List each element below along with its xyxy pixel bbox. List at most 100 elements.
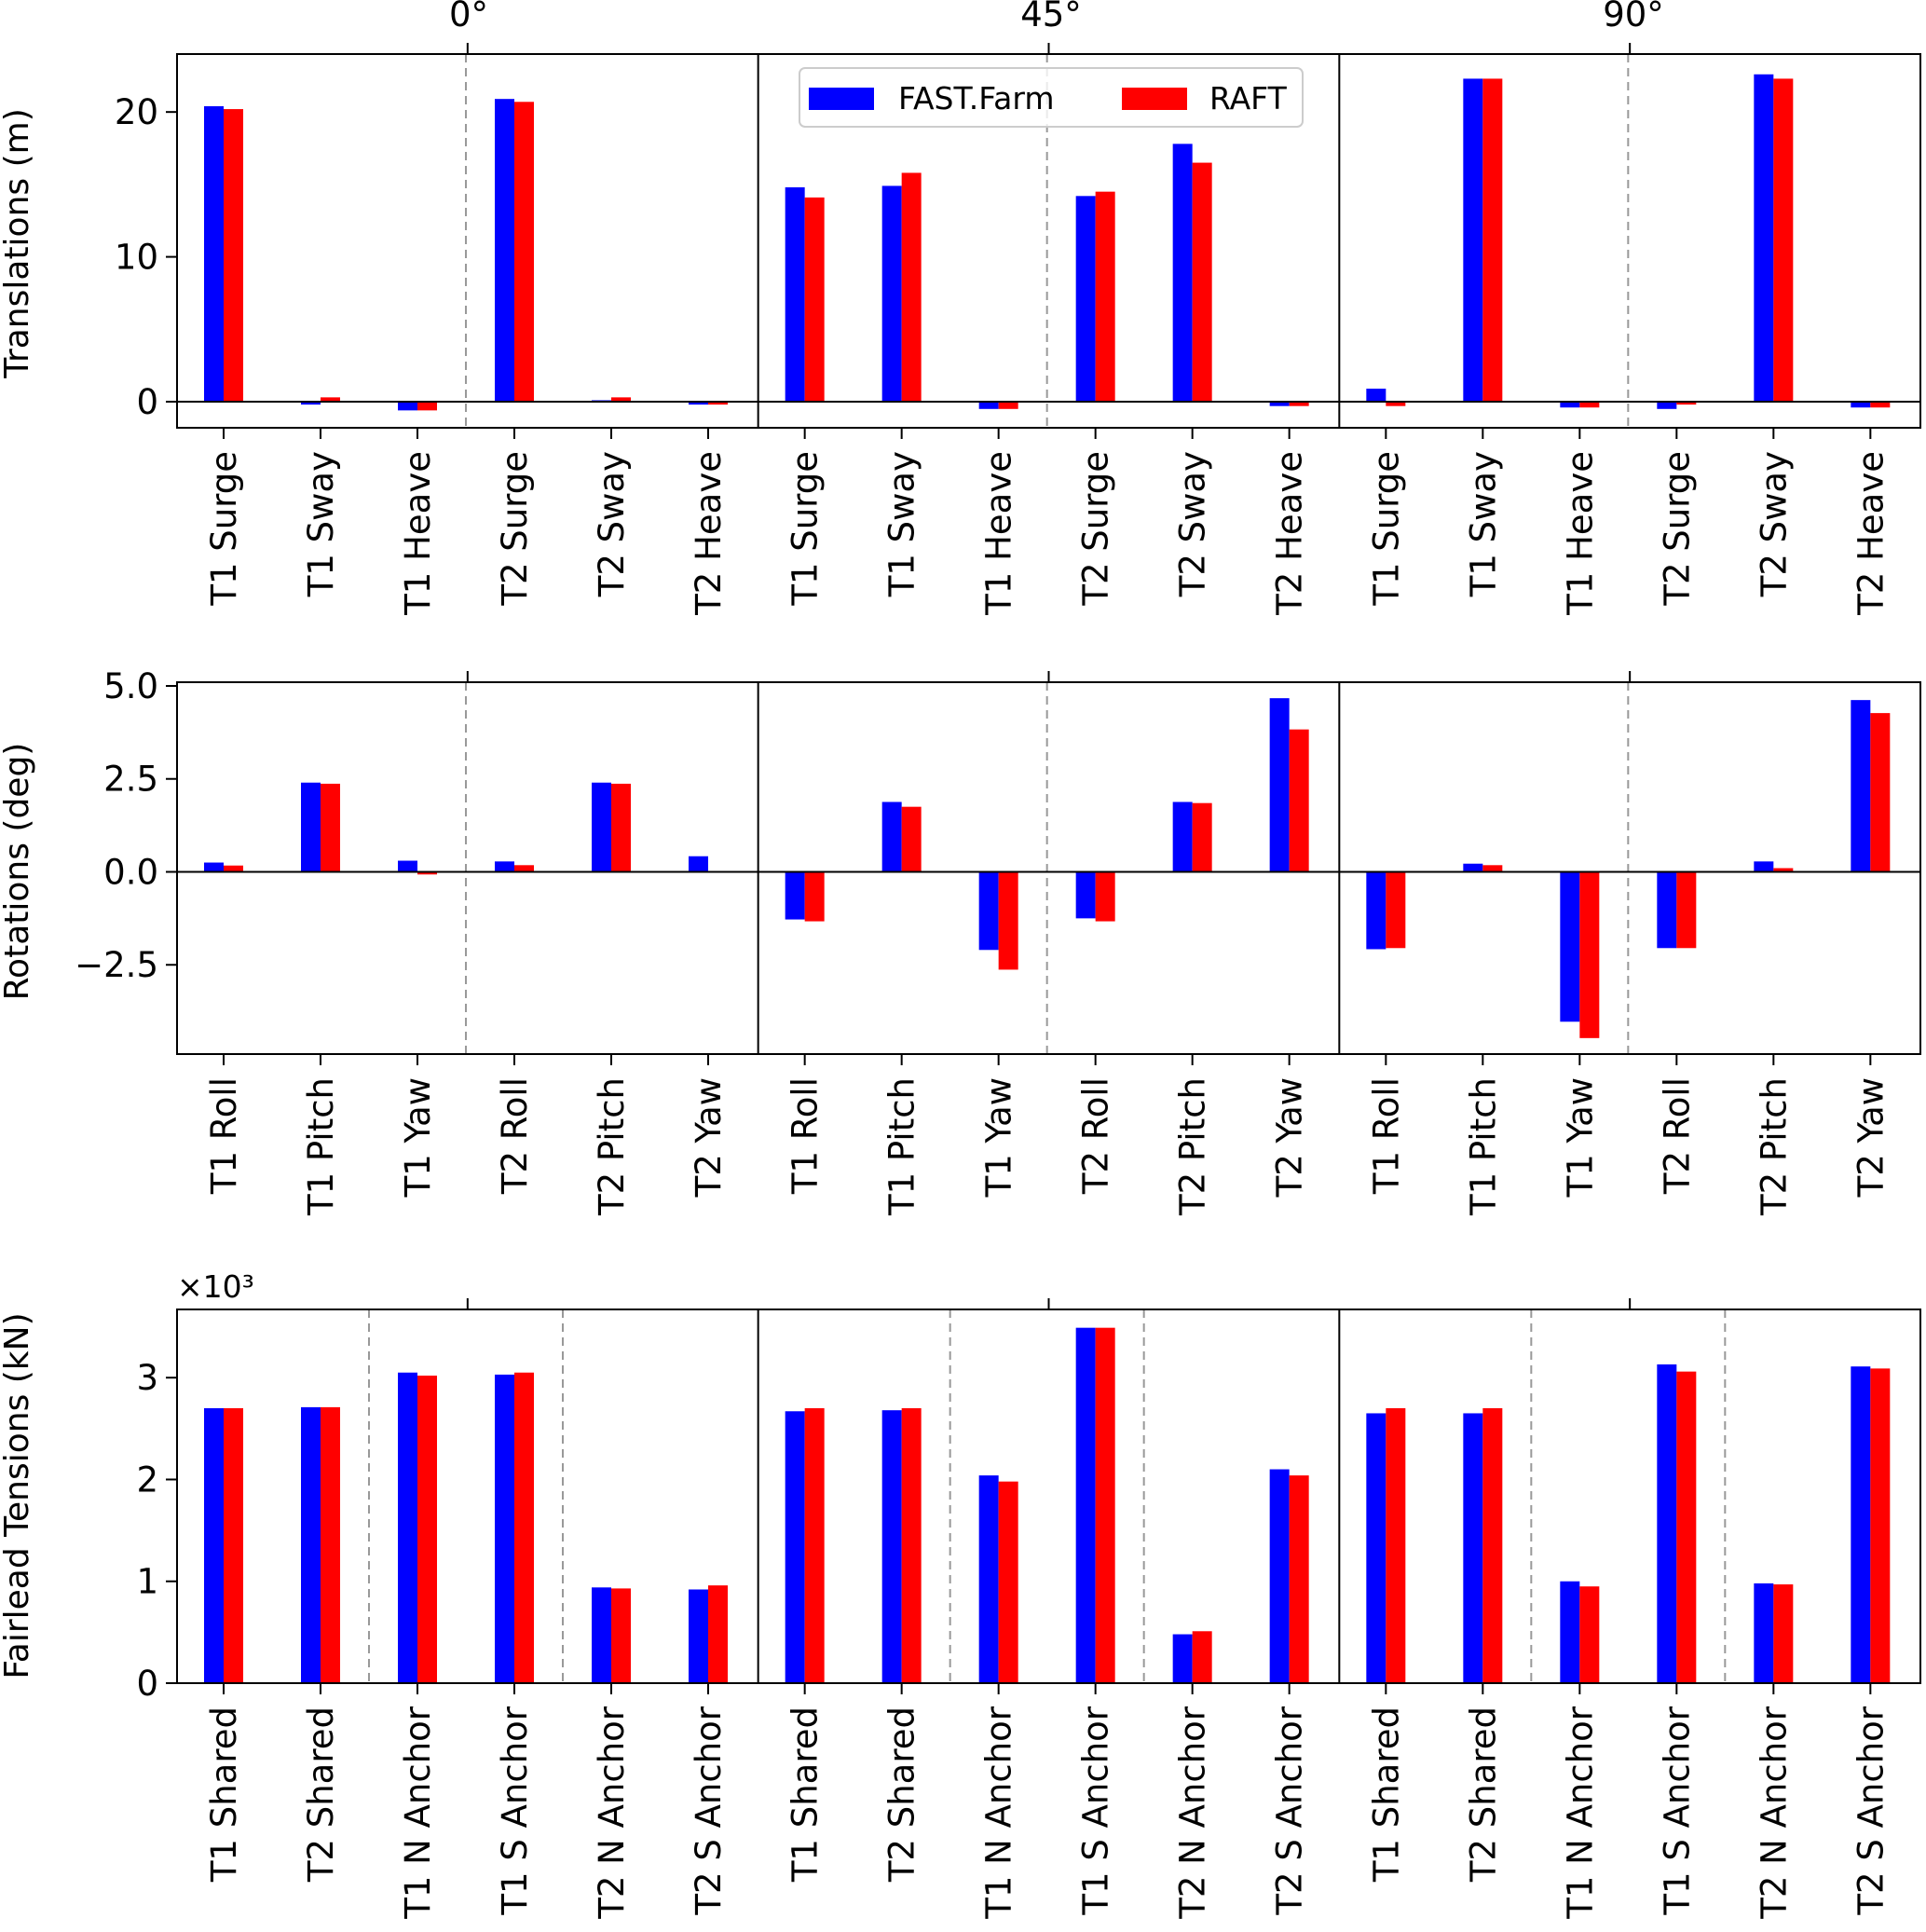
bar-raft: [1579, 1586, 1600, 1683]
x-tick-label: T1 Yaw: [979, 1077, 1019, 1198]
bar-raft: [804, 197, 825, 403]
bar-fastfarm: [204, 1407, 224, 1683]
bar-raft: [804, 1407, 825, 1683]
bar-raft: [321, 1406, 340, 1683]
x-tick-label: T1 Pitch: [301, 1077, 341, 1216]
bar-raft: [1870, 713, 1891, 872]
bar-fastfarm: [1172, 1634, 1193, 1683]
bar-raft: [998, 871, 1018, 970]
panel-rotations: T1 Roll T1 Pitch T1 Yaw T2 Roll T2 Pitch T2 Y…: [75, 666, 1921, 1216]
x-tick-label: T1 Heave: [1560, 451, 1600, 616]
x-tick-label: T2 S Anchor: [1270, 1706, 1310, 1915]
bar-fastfarm: [1560, 871, 1580, 1022]
bar-fastfarm: [978, 1475, 999, 1683]
bar-raft: [1192, 1631, 1212, 1683]
bar-fastfarm: [881, 185, 902, 403]
x-tick-label: T1 Shared: [204, 1706, 244, 1883]
x-tick-label: T1 N Anchor: [1560, 1706, 1600, 1920]
x-tick-label: T1 Shared: [1366, 1706, 1406, 1883]
bar-raft: [611, 1588, 631, 1683]
y-tick-label: 2: [136, 1459, 158, 1500]
bar-raft: [1386, 871, 1406, 949]
bar-fastfarm: [1560, 1581, 1580, 1683]
y-tick-label: 1: [136, 1562, 158, 1602]
x-tick-label: T2 N Anchor: [1754, 1706, 1794, 1920]
x-tick-label: T1 N Anchor: [979, 1706, 1019, 1920]
heading-90: 90°: [1603, 0, 1664, 34]
bar-raft: [514, 865, 534, 872]
bar-fastfarm: [301, 402, 321, 405]
heading-45: 45°: [1020, 0, 1082, 34]
y-tick-label: 5.0: [103, 666, 158, 706]
bar-raft: [1870, 1368, 1891, 1683]
x-tick-label: T1 Heave: [398, 451, 438, 616]
legend-swatch-raft: [1122, 88, 1187, 110]
x-tick-label: T1 S Anchor: [495, 1706, 535, 1915]
bar-raft: [901, 806, 922, 872]
bar-fastfarm: [689, 856, 708, 872]
y-tick-label: 2.5: [103, 760, 158, 800]
bar-fastfarm: [1463, 78, 1483, 403]
bar-fastfarm: [1075, 871, 1096, 919]
x-tick-label: T2 S Anchor: [1851, 1706, 1891, 1915]
bar-raft: [804, 871, 825, 922]
bar-fastfarm: [978, 402, 999, 409]
x-tick-label: T2 Heave: [689, 451, 729, 616]
bar-fastfarm: [495, 861, 514, 872]
bar-raft: [1773, 868, 1794, 872]
ylabel-translations: Translations (m): [0, 108, 36, 379]
bar-fastfarm: [1657, 871, 1677, 949]
bar-fastfarm: [1754, 861, 1774, 872]
bar-fastfarm: [881, 802, 902, 872]
bar-fastfarm: [689, 402, 708, 405]
bar-fastfarm: [1754, 74, 1774, 403]
bar-raft: [998, 1481, 1018, 1683]
bar-fastfarm: [1657, 1364, 1677, 1683]
bar-raft: [1676, 1371, 1697, 1683]
y-tick-label: 10: [115, 238, 158, 278]
x-tick-label: T2 Shared: [882, 1706, 922, 1883]
bar-fastfarm: [785, 1411, 805, 1683]
bar-fastfarm: [1463, 863, 1483, 872]
axes-frame: [176, 681, 1921, 1055]
bar-fastfarm: [785, 186, 805, 403]
x-tick-label: T2 Surge: [1657, 451, 1697, 607]
x-tick-label: T2 Yaw: [1270, 1077, 1310, 1198]
x-tick-label: T2 Sway: [592, 451, 632, 597]
x-tick-label: T1 S Anchor: [1076, 1706, 1116, 1915]
bar-raft: [321, 783, 340, 872]
bar-raft: [1192, 802, 1212, 872]
heading-0: 0°: [449, 0, 488, 34]
x-tick-label: T1 Yaw: [1560, 1077, 1600, 1198]
x-tick-label: T1 Shared: [785, 1706, 826, 1883]
x-tick-label: T1 Surge: [785, 451, 826, 607]
bar-fastfarm: [495, 99, 514, 403]
panel-tensions: T1 Shared T2 Shared T1 N Anchor T1 S Anchor…: [136, 1298, 1921, 1920]
x-tick-label: T1 Pitch: [882, 1077, 922, 1216]
bar-fastfarm: [495, 1374, 514, 1683]
bar-fastfarm: [1075, 196, 1096, 403]
legend-label-raft: RAFT: [1209, 80, 1288, 116]
bar-raft: [224, 109, 243, 403]
y-tick-label: 0.0: [103, 852, 158, 892]
bar-fastfarm: [301, 782, 321, 872]
bar-raft: [901, 1407, 922, 1683]
bar-raft: [1773, 78, 1794, 403]
panel-translations: T1 Surge T1 Sway T1 Heave T2 Surge T2 Sway T2…: [115, 43, 1921, 616]
x-tick-label: T2 Roll: [495, 1077, 535, 1195]
x-tick-label: T1 Roll: [1366, 1077, 1406, 1195]
x-tick-label: T1 Surge: [204, 451, 244, 607]
bar-fastfarm: [1366, 389, 1386, 403]
x-tick-label: T1 N Anchor: [398, 1706, 438, 1920]
bar-raft: [1676, 871, 1697, 949]
bar-raft: [708, 402, 728, 405]
bar-raft: [1773, 1584, 1794, 1683]
y-tick-label: 3: [136, 1358, 158, 1398]
bar-raft: [417, 1376, 437, 1683]
bar-raft: [901, 172, 922, 403]
bar-fastfarm: [881, 1410, 902, 1683]
y-tick-label: 0: [136, 1664, 158, 1704]
bar-fastfarm: [1172, 144, 1193, 403]
bar-raft: [708, 1585, 728, 1683]
